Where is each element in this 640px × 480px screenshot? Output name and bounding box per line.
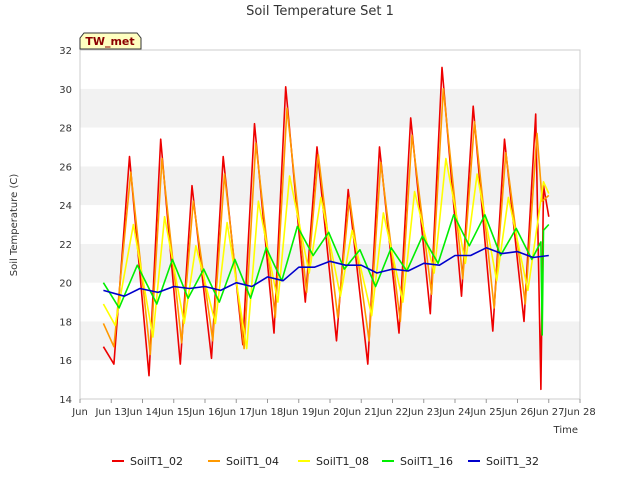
y-tick-label: 32	[59, 46, 72, 57]
grid-band	[80, 321, 580, 361]
x-tick-label: Jun 24	[438, 407, 471, 418]
legend-label: SoilT1_02	[130, 455, 183, 468]
x-tick-label: Jun 23	[407, 407, 440, 418]
x-axis-ticks: Jun Jun 13 Jun 14 Jun 15 Jun 16 Jun 17 Jun 18 J…	[71, 399, 596, 418]
x-tick-label: Jun 16	[188, 407, 221, 418]
legend-label: SoilT1_08	[316, 455, 369, 468]
legend-item-soilt1_02: SoilT1_02	[112, 455, 183, 468]
legend-label: SoilT1_32	[486, 455, 539, 468]
x-tick-label: Jun 18	[251, 407, 284, 418]
x-tick-label: Jun 27	[532, 407, 565, 418]
y-tick-label: 14	[59, 395, 72, 406]
grid-band	[80, 50, 580, 89]
y-axis-title: Soil Temperature (C)	[9, 174, 20, 277]
legend-label: SoilT1_04	[226, 455, 279, 468]
y-tick-label: 26	[59, 162, 72, 173]
badge-label: TW_met	[85, 35, 134, 48]
x-tick-label: Jun 22	[376, 407, 409, 418]
y-tick-label: 16	[59, 356, 72, 367]
x-tick-label: Jun 13	[94, 407, 127, 418]
station-badge: TW_met	[79, 32, 142, 50]
y-tick-label: 20	[59, 279, 72, 290]
y-tick-label: 30	[59, 85, 72, 96]
grid-band	[80, 127, 580, 167]
x-axis-title: Time	[553, 425, 578, 436]
series-lines	[102, 66, 550, 391]
series-line-soilt1_32	[103, 247, 549, 298]
series-line-soilt1_08	[102, 157, 550, 350]
x-tick-label: Jun 19	[282, 407, 315, 418]
grid-band	[80, 282, 580, 322]
x-tick-label: Jun 17	[219, 407, 252, 418]
legend-item-soilt1_04: SoilT1_04	[208, 455, 279, 468]
x-tick-label: Jun	[71, 407, 88, 418]
y-axis-ticks: 14 16 18 20 22 24 26 28 30 32	[59, 46, 72, 406]
y-tick-label: 24	[59, 201, 72, 212]
series-line-soilt1_04	[102, 88, 550, 356]
x-tick-label: Jun 26	[501, 407, 534, 418]
chart-title: Soil Temperature Set 1	[246, 4, 394, 19]
x-tick-label: Jun 20	[313, 407, 346, 418]
legend-item-soilt1_16: SoilT1_16	[382, 455, 453, 468]
y-tick-label: 28	[59, 124, 72, 135]
x-tick-label: Jun 28	[563, 407, 596, 418]
y-tick-label: 18	[59, 317, 72, 328]
legend-item-soilt1_32: SoilT1_32	[468, 455, 539, 468]
badge-box	[79, 32, 142, 50]
x-tick-label: Jun 14	[126, 407, 159, 418]
grid-band	[80, 360, 580, 399]
series-line-soilt1_16	[102, 214, 550, 336]
legend: SoilT1_02 SoilT1_04 SoilT1_08 SoilT1_16 Soil…	[112, 455, 539, 468]
legend-item-soilt1_08: SoilT1_08	[298, 455, 369, 468]
x-tick-label: Jun 21	[344, 407, 377, 418]
x-tick-label: Jun 25	[469, 407, 502, 418]
legend-label: SoilT1_16	[400, 455, 453, 468]
y-tick-label: 22	[59, 240, 72, 251]
x-tick-label: Jun 15	[157, 407, 190, 418]
grid-band	[80, 88, 580, 128]
